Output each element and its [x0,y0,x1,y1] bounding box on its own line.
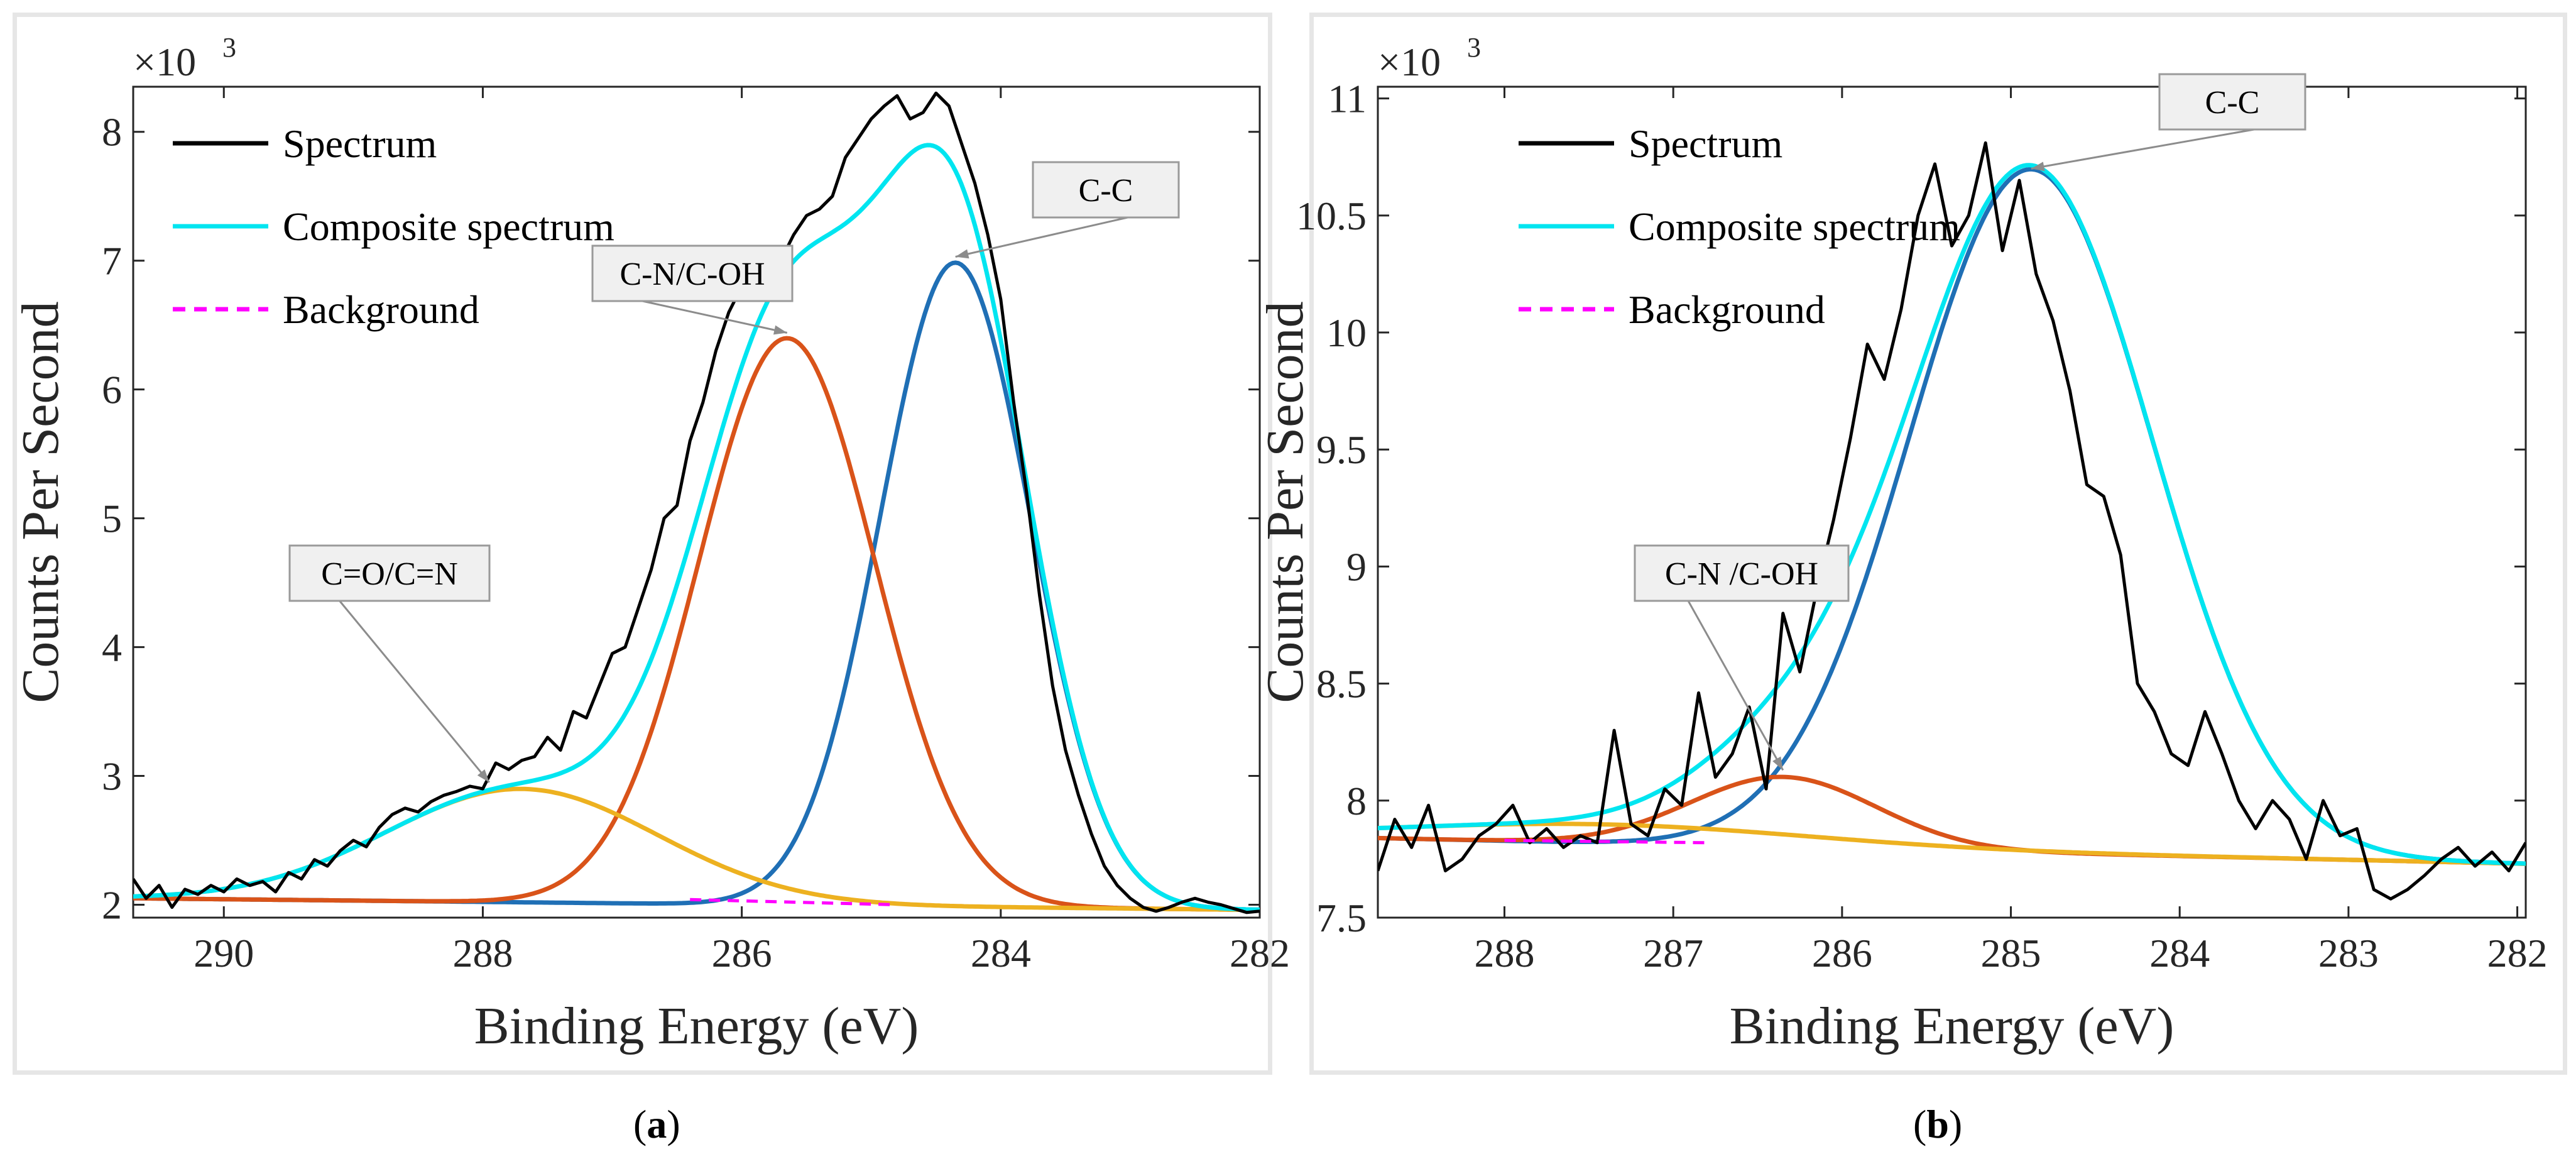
panel-b-plot-area [1378,141,2526,901]
panel-a-spectrum-line [133,91,1260,914]
panel-b-axes-box [1377,85,2527,919]
panel-a-legend-label-2: Background [283,287,479,332]
panel-a-x-tick-label: 286 [712,931,772,975]
panel-a-axes-box [132,85,1261,919]
panel-a-y-tick-label: 4 [102,625,122,670]
panel-a-x-tick-label: 282 [1230,931,1290,975]
panel-a-annotation-arrowhead-0 [955,249,969,259]
panel-a-plot-area [133,91,1260,914]
panel-b-annotation-box-0 [2158,73,2306,131]
panel-b-x-tick-label: 287 [1643,931,1703,975]
panel-b-peak-baseline-component [1378,821,2526,866]
panel-b-y-tick-label: 11 [1328,77,1367,121]
caption-a-letter: a [647,1102,667,1146]
panel-a-y-exponent-label: ×10 [133,40,196,84]
panel-b-x-tick-label: 282 [2487,931,2548,975]
panel-a-legend: Spectrum Composite spectrum Background [173,121,614,332]
panel-b-x-tick-label: 284 [2149,931,2210,975]
panel-b-annotation-label-1: C-N /C-OH [1665,556,1818,592]
panel-a-peak-c-o-c-n [133,786,1260,913]
panel-a-peak-c-n-c-oh [133,336,1260,913]
panel-a-legend-label-0: Spectrum [283,121,437,166]
panel-a-annotation-arrowhead-1 [773,325,787,335]
panel-a-annotation-0: C-C [955,161,1180,259]
panel-b-x-tick-label: 285 [1981,931,2041,975]
panel-a-y-tick-label: 8 [102,110,122,155]
panel-a-y-exponent-power: 3 [222,32,236,63]
panel-b-annotation-0: C-C [2031,73,2306,172]
panel-a-annotation-label-1: C-N/C-OH [619,256,765,292]
panel-a-y-tick-label: 7 [102,239,122,283]
panel-b-peak-c-c [1378,167,2526,866]
chart-panel-a: 290 288 286 284 282 2 3 4 5 6 7 8×10 3 Binding Energy… [11,32,1290,1055]
panel-b-x-axis-label: Binding Energy (eV) [1730,997,2175,1055]
panel-a-legend-label-1: Composite spectrum [283,204,614,249]
panel-b-annotation-arrow-1 [1687,600,1784,771]
caption-b: (b) [1913,1102,1963,1146]
panel-b-legend: Spectrum Composite spectrum Background [1519,121,1960,332]
panel-b-y-axis-label: Counts Per Second [1256,301,1314,703]
panel-a-annotation-1: C-N/C-OH [591,244,794,335]
panel-b-legend-label-2: Background [1629,287,1825,332]
panel-a-x-axis-label: Binding Energy (eV) [474,997,919,1055]
panel-a-y-tick-label: 3 [102,754,122,799]
panel-a-annotation-box-0 [1032,161,1180,219]
panel-b-annotation-arrow-0 [2031,128,2255,170]
panel-a-background-line [690,898,898,907]
panel-b-y-tick-label: 8.5 [1316,662,1367,706]
panel-a-annotation-arrow-2 [339,600,490,783]
panel-b-legend-label-0: Spectrum [1629,121,1782,166]
panel-a-y-axis-label: Counts Per Second [11,301,70,703]
panel-b-x-tick-label: 283 [2318,931,2379,975]
panel-b-y-tick-label: 9.5 [1316,427,1367,472]
panel-b-annotation-arrowhead-0 [2031,162,2045,172]
panel-b-y-tick-label: 8 [1346,779,1367,823]
panel-b-y-exponent-label: ×10 [1378,40,1441,84]
panel-b-x-tick-label: 286 [1812,931,1872,975]
panel-a-annotation-2: C=O/C=N [288,544,491,783]
panel-a-y-tick-label: 2 [102,883,122,928]
panel-b-y-tick-label: 10.5 [1296,194,1367,238]
panel-a-x-tick-label: 288 [452,931,513,975]
panel-a-y-tick-label: 5 [102,497,122,541]
panel-a-annotation-arrow-0 [955,216,1128,258]
panel-b-annotation-1: C-N /C-OH [1634,544,1850,771]
panel-a-x-tick-label: 290 [194,931,254,975]
panel-b-spectrum-line [1378,141,2526,901]
panel-a-annotation-box-2 [288,544,491,602]
panel-b-x-tick-label: 288 [1475,931,1535,975]
panel-b-annotation-label-0: C-C [2205,85,2260,121]
caption-a: (a) [633,1102,680,1146]
panel-b-legend-label-1: Composite spectrum [1629,204,1960,249]
panel-a-y-tick-label: 6 [102,368,122,412]
panel-b-y-tick-label: 10 [1326,310,1367,355]
panel-a-x-tick-label: 284 [971,931,1031,975]
panel-a-annotation-label-0: C-C [1079,173,1133,209]
panel-b-y-exponent-power: 3 [1467,32,1481,63]
panel-b-y-tick-label: 7.5 [1316,896,1367,940]
panel-b-background-line [1504,838,1707,845]
chart-panel-b: 288 287 286 285 284 283 282 7.5 8 8.5 9 9.5 10 10.5 11… [1256,32,2548,1055]
panel-b-annotation-arrowhead-1 [1772,756,1783,771]
panel-a-annotation-arrowhead-2 [477,769,489,782]
panel-b-frame [1309,13,2567,1075]
panel-b-y-tick-label: 9 [1346,544,1367,589]
panel-b-composite-spectrum-line [1378,163,2526,866]
panel-b-annotation-box-1 [1634,544,1850,602]
panel-a-annotation-box-1 [591,244,794,302]
panel-a-annotation-arrow-1 [642,300,788,334]
caption-b-letter: b [1926,1102,1949,1146]
panel-a-annotation-label-2: C=O/C=N [321,556,458,592]
